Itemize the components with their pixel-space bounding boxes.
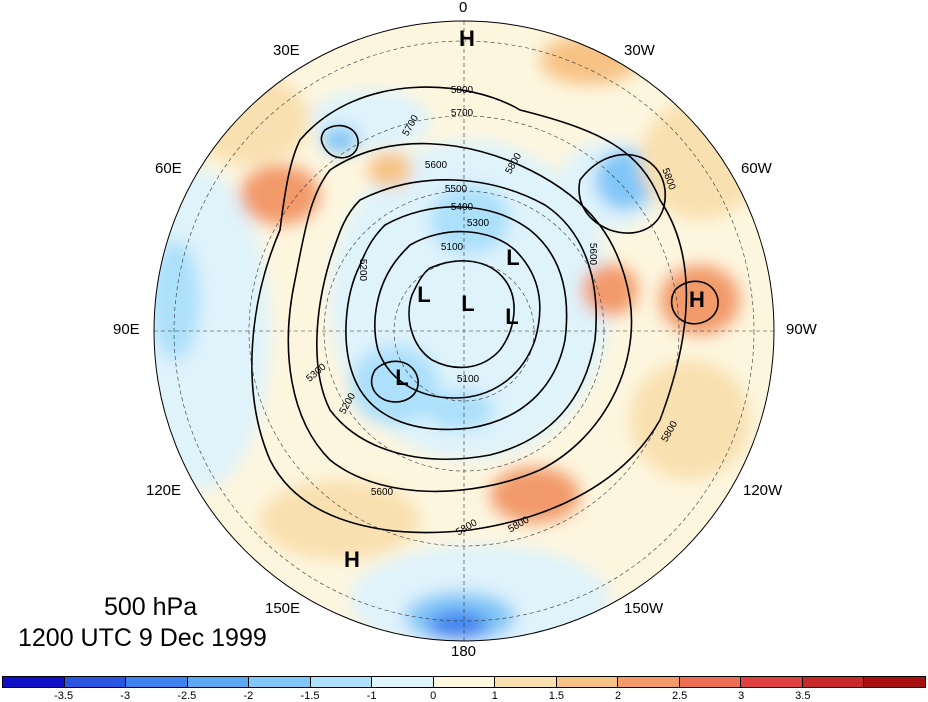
colorbar-tick-label: 2.5	[671, 690, 688, 702]
colorbar-segment	[64, 677, 127, 687]
pressure-center-layer: H H H L L L L L	[344, 26, 705, 572]
colorbar-segment	[556, 677, 619, 687]
lon-label-150e: 150E	[265, 600, 301, 617]
lon-label-30e: 30E	[273, 42, 300, 59]
colorbar-segment	[618, 677, 680, 687]
contour-label: 5400	[451, 202, 474, 213]
map-boundary	[153, 20, 775, 642]
colorbar-segment	[3, 677, 65, 687]
colorbar-segment	[126, 677, 188, 687]
anomaly-shading	[154, 21, 774, 641]
colorbar-segment	[679, 677, 742, 687]
colorbar-segment	[187, 677, 250, 687]
figure-title: 500 hPa	[104, 593, 198, 621]
lon-label-90w: 90W	[786, 321, 817, 338]
lon-label-120w: 120W	[743, 482, 783, 499]
contour-label: 5700	[451, 108, 474, 119]
lon-label-180: 180	[451, 643, 477, 660]
colorbar-tick-label: 1	[491, 690, 498, 702]
contour-label: 5300	[467, 218, 490, 229]
colorbar-tick-label: -3.5	[54, 690, 74, 702]
contour-label: 5600	[587, 243, 598, 266]
colorbar-tick-label: 0	[430, 690, 437, 702]
low-pressure-center: L	[417, 282, 430, 307]
lon-label-60e: 60E	[155, 160, 182, 177]
colorbar-segment	[495, 677, 557, 687]
colorbar-segment	[372, 677, 434, 687]
colorbar-tick-label: -3	[120, 690, 131, 702]
lon-label-120e: 120E	[146, 482, 182, 499]
geopotential-contours	[251, 86, 719, 534]
colorbar-segment	[802, 677, 865, 687]
colorbar-tick-label: -1.5	[300, 690, 320, 702]
low-pressure-center: L	[395, 365, 408, 390]
colorbar-segment	[310, 677, 373, 687]
colorbar-tick-label: -2.5	[177, 690, 197, 702]
high-pressure-center: H	[344, 547, 360, 572]
contour-label: 5600	[371, 487, 394, 498]
contour-label: 5500	[445, 184, 468, 195]
lon-label-60w: 60W	[741, 160, 772, 177]
high-pressure-center: H	[689, 287, 705, 312]
colorbar-tick-label: 1.5	[548, 690, 565, 702]
contour-label: 5200	[357, 259, 368, 282]
colorbar-tick-label: 3.5	[795, 690, 811, 702]
colorbar-segment	[864, 677, 925, 687]
colorbar-tick-label: -1	[366, 690, 377, 702]
colorbar-segment	[249, 677, 311, 687]
contour-label: 5800	[451, 85, 474, 96]
lon-label-90e: 90E	[113, 321, 140, 338]
lon-label-30w: 30W	[624, 42, 655, 59]
colorbar-segment	[433, 677, 496, 687]
low-pressure-center: L	[506, 245, 519, 270]
colorbar-tick-label: 2	[614, 690, 622, 702]
contour-label: 5100	[457, 374, 480, 385]
low-pressure-center: L	[505, 304, 518, 329]
colorbar-tick-label: 3	[738, 690, 745, 702]
lon-label-0: 0	[459, 0, 468, 16]
figure-subtitle: 1200 UTC 9 Dec 1999	[18, 624, 267, 652]
colorbar	[2, 676, 926, 688]
colorbar-tick-label: -2	[243, 690, 254, 702]
contour-label: 5100	[441, 242, 464, 253]
contour-label: 5600	[425, 160, 448, 171]
colorbar-segment	[741, 677, 803, 687]
meridian-lines	[154, 21, 774, 641]
low-pressure-center: L	[461, 291, 474, 316]
lon-label-150w: 150W	[624, 600, 664, 617]
high-pressure-center: H	[459, 26, 475, 51]
